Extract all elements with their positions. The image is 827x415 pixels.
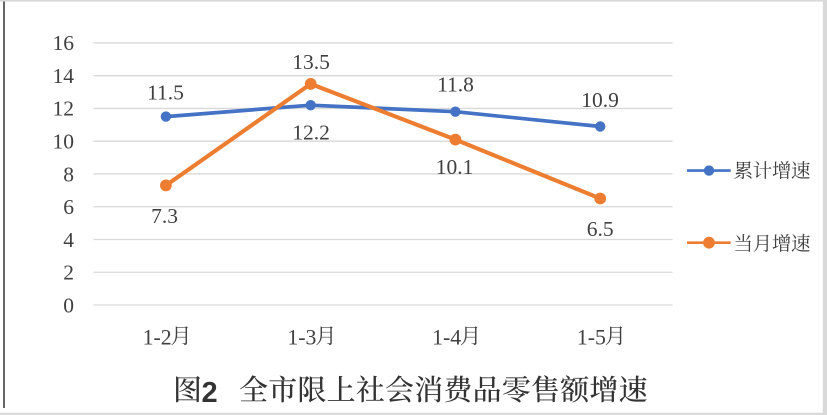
svg-text:4: 4 [63,228,74,252]
svg-text:16: 16 [53,31,75,55]
svg-text:2: 2 [63,261,74,285]
svg-text:1-5: 1-5 [577,325,606,349]
svg-text:1-3: 1-3 [287,325,316,349]
svg-text:0: 0 [63,293,74,317]
svg-text:14: 14 [53,64,75,88]
svg-text:10.9: 10.9 [581,88,619,112]
svg-text:12: 12 [53,97,75,121]
svg-text:11.5: 11.5 [147,80,184,104]
svg-text:1-2: 1-2 [143,325,172,349]
svg-text:6: 6 [63,195,74,219]
svg-text:10.1: 10.1 [436,155,474,179]
svg-text:7.3: 7.3 [151,204,178,228]
svg-text:6.5: 6.5 [587,217,614,241]
svg-text:11.8: 11.8 [437,73,474,97]
svg-text:2: 2 [202,377,218,409]
svg-text:8: 8 [63,162,74,186]
svg-text:10: 10 [53,130,75,154]
svg-text:13.5: 13.5 [292,50,330,74]
svg-text:12.2: 12.2 [292,120,330,144]
svg-text:1-4: 1-4 [432,325,461,349]
